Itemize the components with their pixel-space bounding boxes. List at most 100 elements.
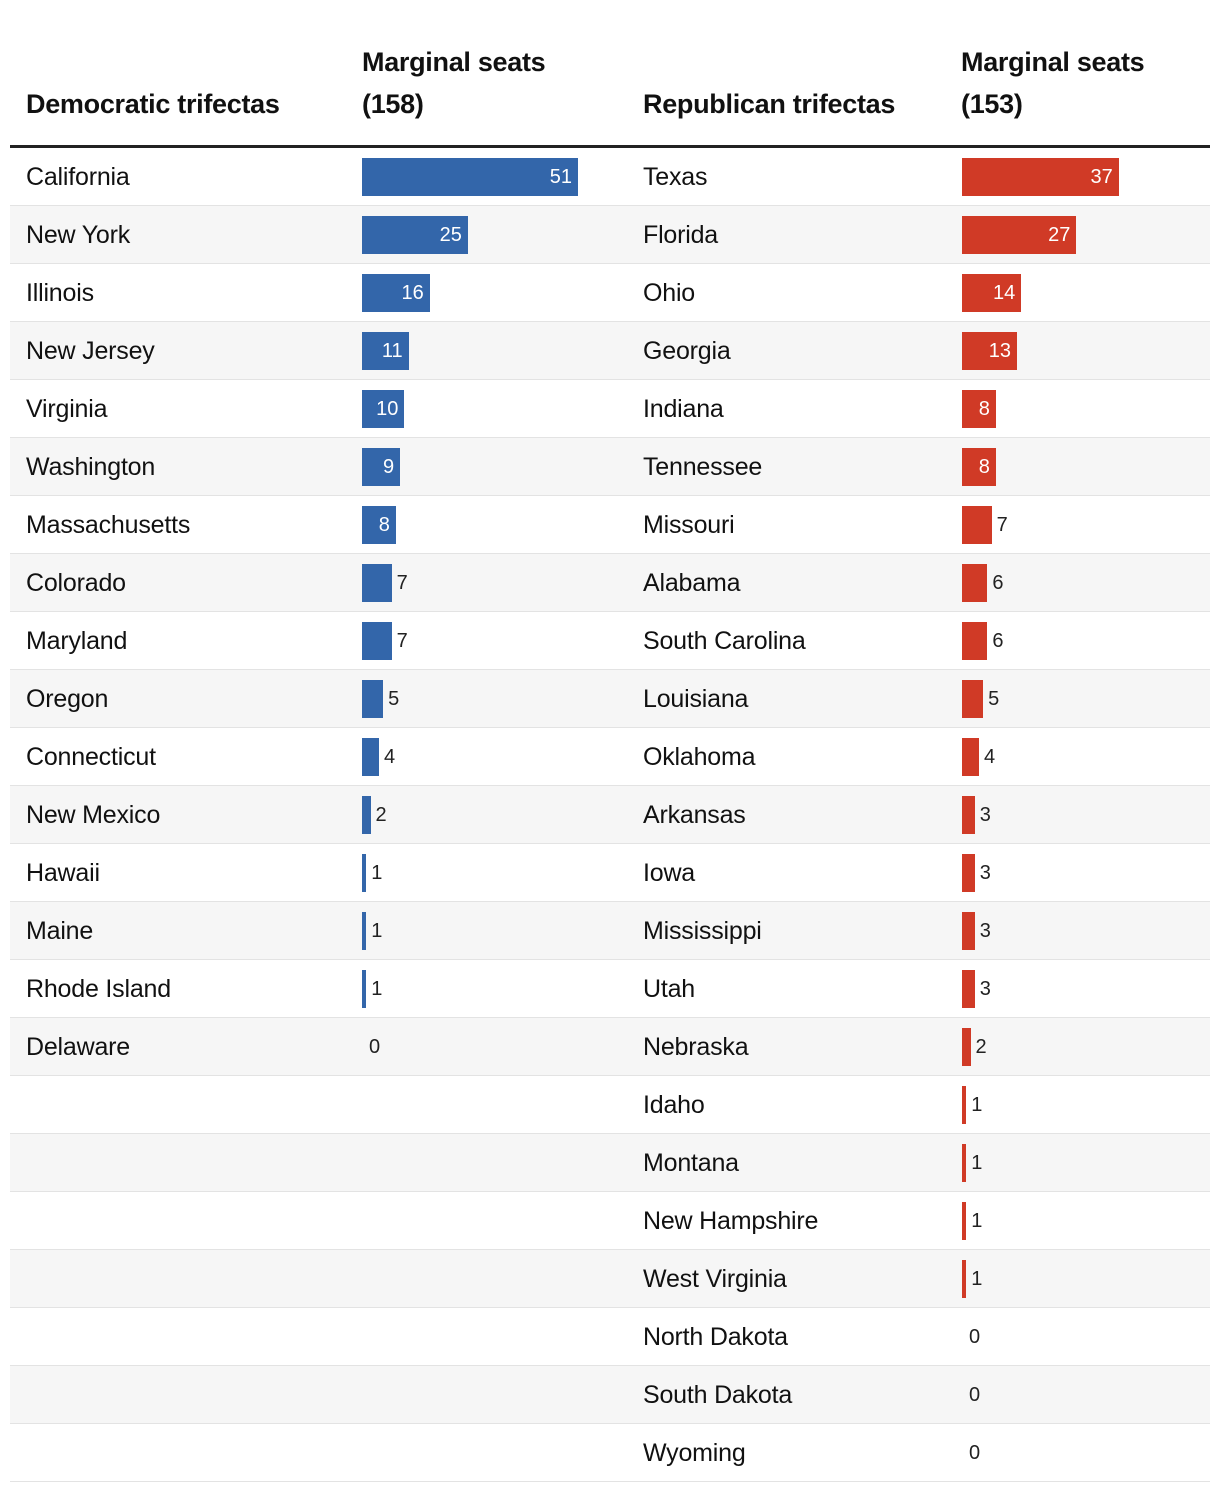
dem-state-name: Delaware: [26, 1033, 131, 1061]
rep-state-name: Montana: [643, 1149, 739, 1177]
table-row: Idaho 1: [10, 1076, 1210, 1134]
dem-bar-label: 16: [401, 282, 424, 304]
dem-state-name: Connecticut: [26, 743, 156, 771]
dem-bar-label: 8: [378, 514, 390, 536]
dem-state-name: New Jersey: [26, 337, 155, 365]
rep-bar: [962, 854, 975, 892]
rep-state-name: Indiana: [643, 395, 724, 423]
rep-bar-label: 13: [988, 340, 1012, 362]
rep-bar-label: 14: [993, 282, 1016, 304]
rep-state-name: Florida: [643, 221, 719, 249]
dem-state-name: Maine: [26, 917, 94, 945]
table-row: Oregon 5 Louisiana 5: [10, 670, 1210, 728]
rep-bar-label: 3: [979, 978, 991, 1000]
rep-state-name: Ohio: [643, 279, 696, 307]
rep-bar: [962, 1260, 967, 1298]
rep-state-name: Tennessee: [643, 453, 763, 481]
rep-bar-label: 0: [969, 1326, 981, 1348]
rep-state-name: Alabama: [643, 569, 741, 597]
dem-bar-label: 11: [381, 340, 403, 362]
dem-bar: [362, 564, 392, 602]
rep-state-name: Idaho: [643, 1091, 705, 1119]
table-row: Massachusetts 8 Missouri 7: [10, 496, 1210, 554]
rep-state-name: Utah: [643, 975, 696, 1003]
rep-bar: [962, 970, 975, 1008]
rep-bar: [962, 912, 975, 950]
dem-state-name: Illinois: [26, 279, 94, 307]
rep-bar: [962, 1086, 967, 1124]
rep-bar: [962, 216, 1077, 254]
rep-state-name: West Virginia: [643, 1265, 787, 1293]
dem-bar-label: 10: [376, 398, 399, 420]
dem-seats-header: Marginal seats (158): [362, 47, 546, 119]
rep-bar-label: 1: [971, 1152, 983, 1174]
dem-bar: [362, 332, 409, 370]
dem-bar: [362, 680, 384, 718]
dem-state-name: Colorado: [26, 569, 126, 597]
dem-bar-label: 7: [396, 572, 408, 594]
dem-state-name: Massachusetts: [26, 511, 191, 539]
rep-bar: [962, 680, 984, 718]
rep-bar-label: 3: [979, 862, 991, 884]
rep-bar: [962, 448, 996, 486]
rep-bar-label: 6: [992, 630, 1004, 652]
rep-bar-label: 0: [969, 1384, 981, 1406]
table-body: California 51 Texas 37 New York 25 Florida 27 Il…: [10, 148, 1210, 1482]
rep-state-name: South Carolina: [643, 627, 806, 655]
dem-state-name: California: [26, 163, 130, 191]
rep-bar-label: 1: [971, 1210, 983, 1232]
dem-bar-label: 1: [371, 862, 383, 884]
dem-bar: [362, 854, 367, 892]
table-row: Illinois 16 Ohio 14: [10, 264, 1210, 322]
rep-state-name: South Dakota: [643, 1381, 793, 1409]
table-row: Connecticut 4 Oklahoma 4: [10, 728, 1210, 786]
rep-state-name: Missouri: [643, 511, 735, 539]
dem-bar: [362, 158, 578, 196]
rep-state-name: North Dakota: [643, 1323, 788, 1351]
rep-bar: [962, 332, 1018, 370]
dem-bar: [362, 216, 468, 254]
dem-bar: [362, 274, 430, 312]
rep-bar-label: 37: [1090, 166, 1113, 188]
dem-state-name: Washington: [26, 453, 156, 481]
rep-bar-label: 7: [996, 514, 1008, 536]
table-row: Wyoming 0: [10, 1424, 1210, 1482]
rep-state-name: Nebraska: [643, 1033, 749, 1061]
dem-bar-label: 2: [375, 804, 387, 826]
dem-bar-label: 1: [371, 978, 383, 1000]
dem-bar-label: 1: [371, 920, 383, 942]
dem-bar: [362, 506, 396, 544]
rep-bar: [962, 1028, 971, 1066]
rep-bar: [962, 796, 975, 834]
table-row: North Dakota 0: [10, 1308, 1210, 1366]
rep-bar: [962, 1144, 967, 1182]
rep-bar: [962, 158, 1119, 196]
table-row: Maryland 7 South Carolina 6: [10, 612, 1210, 670]
dem-bar-label: 0: [369, 1036, 381, 1058]
dem-bar: [362, 448, 401, 486]
rep-bar-label: 1: [971, 1094, 983, 1116]
rep-bar-label: 6: [992, 572, 1004, 594]
rep-state-name: Wyoming: [643, 1439, 746, 1467]
dem-state-name: Virginia: [26, 395, 108, 423]
table-row: West Virginia 1: [10, 1250, 1210, 1308]
dem-bar: [362, 796, 371, 834]
rep-state-name: Texas: [643, 163, 708, 191]
rep-bar-label: 5: [988, 688, 1000, 710]
dem-state-name: New Mexico: [26, 801, 161, 829]
trifecta-marginal-seats-table: Democratic trifectas Marginal seats (158…: [10, 0, 1210, 1482]
rep-bar-label: 27: [1048, 224, 1071, 246]
rep-state-name: New Hampshire: [643, 1207, 819, 1235]
rep-bar-label: 1: [971, 1268, 983, 1290]
table-row: New Mexico 2 Arkansas 3: [10, 786, 1210, 844]
table-row: Delaware 0 Nebraska 2: [10, 1018, 1210, 1076]
table-row: California 51 Texas 37: [10, 148, 1210, 206]
dem-bar: [362, 622, 392, 660]
rep-bar-label: 3: [979, 920, 991, 942]
table-row: New Hampshire 1: [10, 1192, 1210, 1250]
rep-bar: [962, 274, 1022, 312]
dem-state-header: Democratic trifectas: [26, 89, 280, 119]
dem-state-name: Rhode Island: [26, 975, 171, 1003]
dem-state-name: Oregon: [26, 685, 109, 713]
dem-bar: [362, 912, 367, 950]
